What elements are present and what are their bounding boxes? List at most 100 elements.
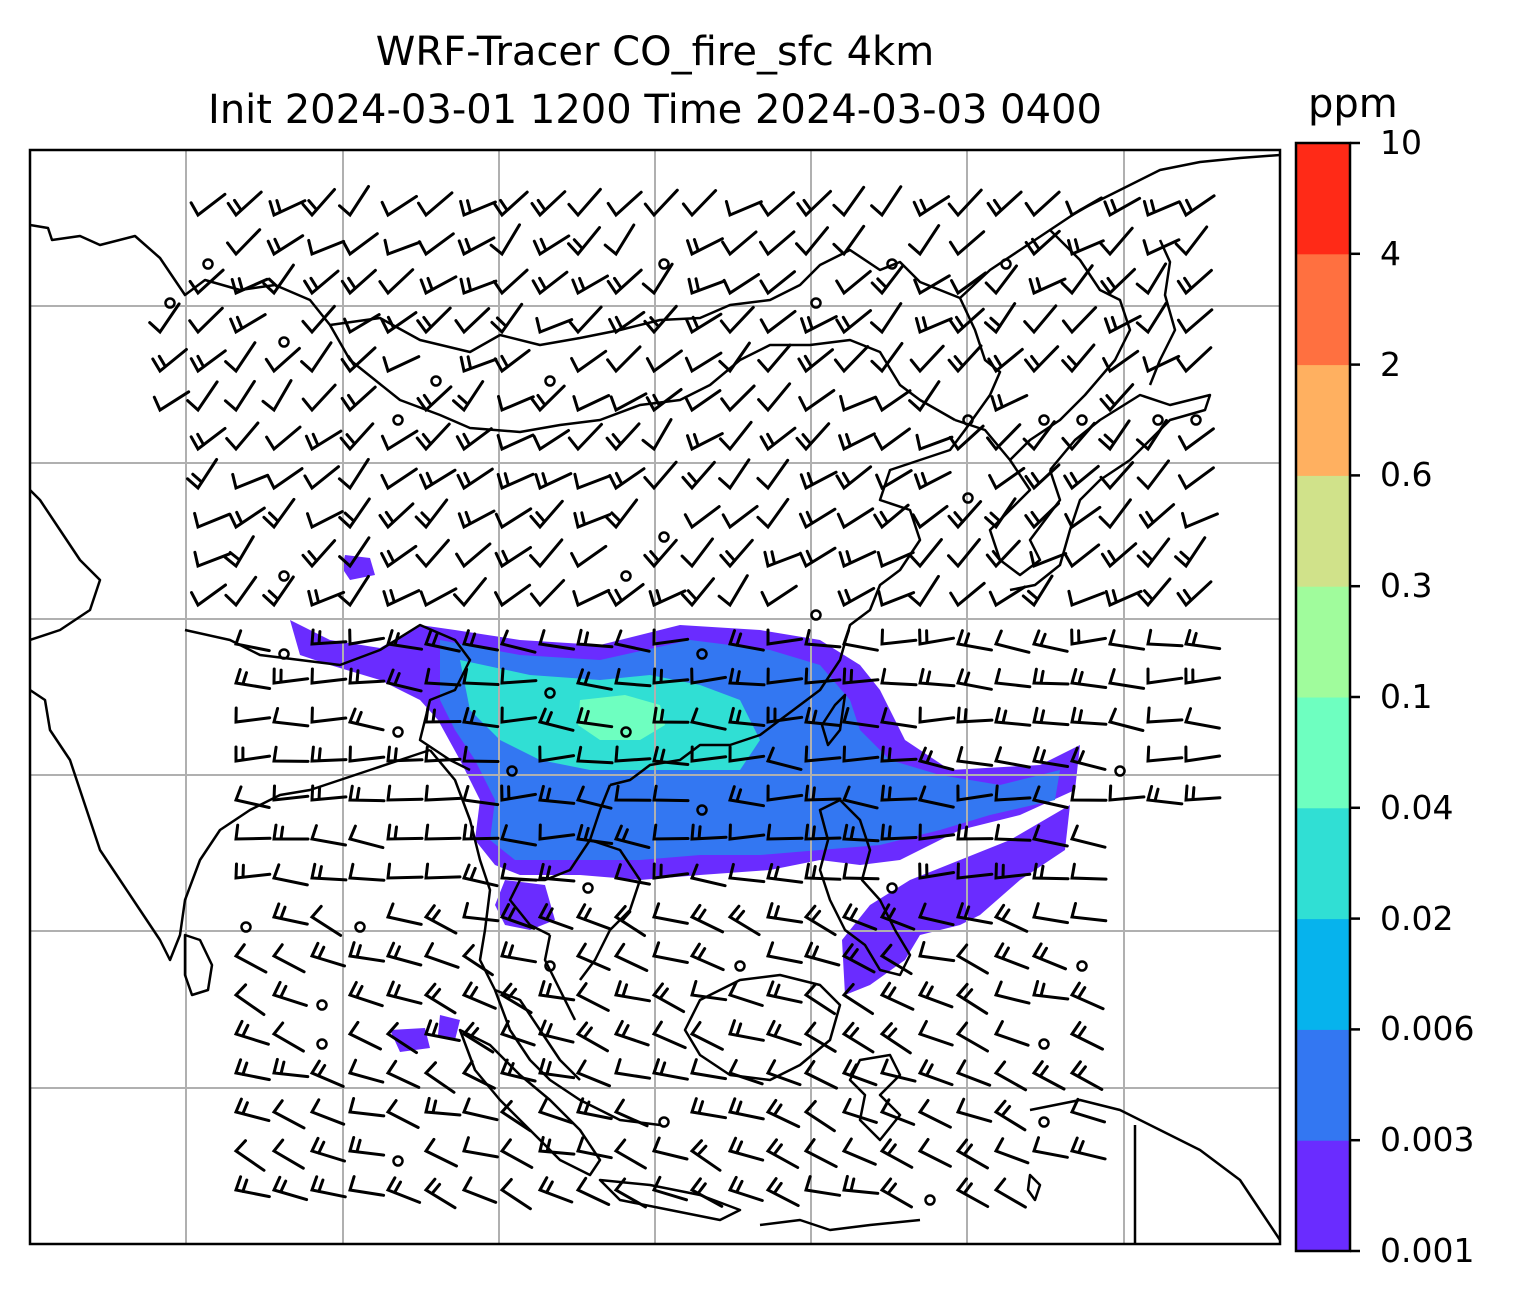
wind-barb xyxy=(796,189,832,218)
wind-barb xyxy=(728,667,766,687)
wind-barb xyxy=(419,587,458,608)
wind-barb xyxy=(804,667,842,685)
wind-barb xyxy=(803,1100,836,1133)
wind-barb xyxy=(1098,419,1131,452)
wind-barb xyxy=(423,1137,458,1168)
coast-central-asia-north xyxy=(30,223,961,354)
wind-barb xyxy=(643,460,678,491)
wind-barb xyxy=(643,304,678,335)
wind-barb xyxy=(223,379,256,413)
calm-wind-marker xyxy=(810,297,822,309)
wind-barb xyxy=(686,432,724,452)
wind-barb xyxy=(1021,574,1054,608)
wind-barb xyxy=(1136,459,1170,491)
wind-barb xyxy=(955,943,989,975)
wind-barb xyxy=(424,823,462,841)
wind-barb xyxy=(1177,427,1215,452)
wind-barb xyxy=(797,348,834,374)
wind-barb xyxy=(261,379,293,413)
colorbar-tick-label: 0.001 xyxy=(1380,1231,1475,1270)
wind-barb xyxy=(462,901,500,923)
wind-barb xyxy=(689,863,727,888)
wind-barb xyxy=(225,421,260,452)
wind-barb xyxy=(538,784,576,805)
wind-barb xyxy=(233,785,271,809)
wind-barb xyxy=(1032,746,1070,768)
wind-barb xyxy=(1028,277,1067,296)
wind-barb xyxy=(347,1058,385,1084)
wind-barb xyxy=(492,268,529,296)
wind-barb xyxy=(576,1097,613,1121)
wind-barb xyxy=(1181,511,1219,530)
wind-barb xyxy=(947,344,983,374)
wind-barb xyxy=(1024,345,1060,374)
wind-barb xyxy=(993,980,1031,1005)
wind-barb xyxy=(535,316,574,335)
colorbar-tick-label: 0.003 xyxy=(1380,1120,1475,1160)
wind-barb xyxy=(271,943,306,974)
wind-barb xyxy=(462,823,500,841)
colorbar-tick-label: 4 xyxy=(1380,233,1401,273)
wind-barb xyxy=(233,983,266,1016)
wind-barb xyxy=(841,903,878,931)
wind-barb xyxy=(224,575,258,608)
wind-barb xyxy=(832,185,866,218)
wind-barb xyxy=(455,542,492,569)
wind-barb xyxy=(537,903,574,930)
wind-barb xyxy=(651,1020,687,1050)
wind-barb xyxy=(499,903,536,930)
wind-barb xyxy=(385,902,423,926)
wind-barb xyxy=(301,304,336,335)
coast-himalaya-border xyxy=(184,623,472,772)
wind-barb xyxy=(461,1021,495,1054)
wind-barb xyxy=(956,902,993,925)
wind-barb xyxy=(613,905,646,937)
wind-barb xyxy=(687,277,726,296)
map-title-line-1: WRF-Tracer CO_fire_sfc 4km xyxy=(375,29,935,75)
wind-barb xyxy=(417,232,455,257)
wind-barb xyxy=(803,1138,838,1169)
wind-barb xyxy=(908,380,941,413)
wind-barb xyxy=(765,1098,801,1129)
wind-barb xyxy=(613,1138,647,1170)
wind-barb xyxy=(531,270,569,296)
wind-barb xyxy=(228,506,266,530)
wind-barb xyxy=(1069,746,1107,771)
wind-barb xyxy=(956,668,993,691)
wind-barb xyxy=(268,199,307,218)
wind-barb xyxy=(383,238,422,257)
wind-barb xyxy=(380,194,418,218)
wind-barb xyxy=(718,341,751,374)
calm-wind-marker xyxy=(658,258,670,270)
wind-barb xyxy=(1146,706,1184,724)
wind-barb xyxy=(573,511,612,530)
wind-barb xyxy=(189,192,227,218)
wind-barb xyxy=(758,191,796,218)
map-frame xyxy=(28,148,1282,1246)
wind-barb xyxy=(613,1098,649,1128)
wind-barb xyxy=(382,355,421,374)
wind-barb xyxy=(1024,190,1061,218)
wind-barb xyxy=(956,823,994,841)
wind-barb xyxy=(272,707,310,728)
wind-barb xyxy=(461,1097,499,1122)
wind-barb xyxy=(309,1098,346,1126)
wind-barb xyxy=(841,1059,878,1087)
wind-barb xyxy=(606,268,643,296)
wind-barb xyxy=(186,380,219,413)
wind-barb xyxy=(719,538,754,569)
wind-barb xyxy=(607,583,645,608)
wind-barb xyxy=(955,1097,993,1123)
wind-barb xyxy=(223,535,255,569)
wind-barb xyxy=(1184,629,1222,651)
wind-barb xyxy=(988,585,1027,608)
wind-barb xyxy=(234,745,272,763)
wind-barb xyxy=(606,345,642,374)
wind-barb xyxy=(348,1136,386,1157)
calm-wind-marker xyxy=(1076,414,1088,426)
wind-barb xyxy=(986,423,1022,452)
wind-barb xyxy=(686,237,724,257)
wind-barb xyxy=(842,1174,880,1195)
wind-barb xyxy=(1100,542,1138,569)
wind-barb xyxy=(690,980,728,1002)
